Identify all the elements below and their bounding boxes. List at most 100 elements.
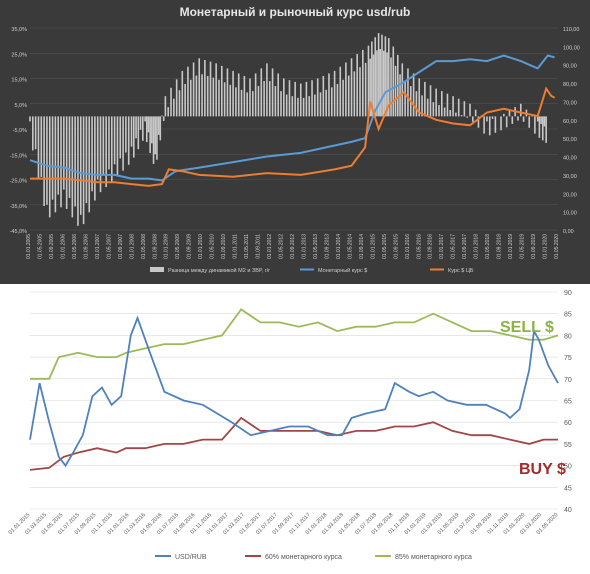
bar xyxy=(511,116,514,124)
y-left-tick-label: -35,0% xyxy=(10,204,28,210)
x-tick-label: 01.01.2008 xyxy=(129,234,135,259)
bar xyxy=(204,59,206,117)
bar xyxy=(105,116,107,188)
bottom-chart: 90 85 80 75 70 65 60 55 50 45 40 01.01.2015 01.03.20… xyxy=(0,284,590,569)
bar xyxy=(99,116,102,193)
bar xyxy=(252,91,254,117)
x-tick-label: 01.05.2017 xyxy=(451,234,457,259)
bar xyxy=(302,97,305,117)
bar xyxy=(374,37,377,117)
bar xyxy=(189,79,192,117)
bar xyxy=(299,83,302,117)
bar xyxy=(181,70,184,117)
bar xyxy=(438,105,440,117)
bar xyxy=(82,116,85,225)
bar xyxy=(147,116,150,133)
bar xyxy=(79,116,82,215)
bar xyxy=(240,89,243,117)
x-tick-label: 01.05.2018 xyxy=(485,234,491,259)
y-right-tick-label: 85 xyxy=(564,312,572,319)
bar xyxy=(157,116,160,135)
bar xyxy=(116,116,119,177)
x-tick-label: 01.05.2014 xyxy=(347,234,353,259)
y-right-tick-label: 50,00 xyxy=(563,137,577,143)
bar xyxy=(257,86,260,117)
bar xyxy=(137,116,140,150)
x-tick-label: 01.09.2010 xyxy=(221,234,227,259)
series-line-cbr xyxy=(30,86,556,187)
bar xyxy=(113,116,116,165)
bar xyxy=(178,90,181,117)
bar xyxy=(274,86,277,117)
x-tick-label: 01.09.2011 xyxy=(256,234,262,259)
bar xyxy=(132,116,135,158)
bar xyxy=(198,58,201,117)
y-right-tick-label: 60 xyxy=(564,420,572,427)
x-tick-label: 01.01.2005 xyxy=(26,234,32,259)
series-line-monetary xyxy=(29,54,555,182)
bar xyxy=(418,78,421,117)
bar xyxy=(415,91,418,117)
bar xyxy=(540,116,542,124)
x-tick-label: 01.09.2019 xyxy=(531,234,537,259)
bar xyxy=(452,96,454,117)
bar xyxy=(125,116,127,153)
bar xyxy=(139,116,142,130)
bar xyxy=(268,81,271,117)
bar xyxy=(192,62,195,117)
series-line-usdrub xyxy=(29,315,559,468)
bar xyxy=(151,116,153,144)
y-right-tick-label: 110,00 xyxy=(563,27,579,33)
bar xyxy=(517,116,519,121)
bar xyxy=(294,81,296,117)
bar xyxy=(94,116,96,201)
y-right-tick-label: 80,00 xyxy=(563,82,577,88)
bar xyxy=(379,49,382,117)
bar xyxy=(440,91,443,117)
bar xyxy=(161,115,163,117)
bar xyxy=(149,116,151,153)
bar xyxy=(500,116,502,131)
bar xyxy=(40,116,43,177)
bar xyxy=(384,36,387,117)
y-left-tick-label: -5,0% xyxy=(13,128,27,134)
x-tick-label: 01.09.2013 xyxy=(324,234,330,259)
bar xyxy=(401,63,404,117)
y-right-tick-label: 75 xyxy=(564,355,572,362)
bar xyxy=(291,96,294,117)
x-tick-label: 01.05.2013 xyxy=(313,234,319,259)
bar xyxy=(46,116,48,205)
x-tick-label: 01.01.2019 xyxy=(508,234,514,259)
y-right-tick-label: 40,00 xyxy=(563,156,577,162)
bar xyxy=(350,58,353,117)
bar xyxy=(538,116,541,138)
bar xyxy=(77,116,79,226)
x-tick-label: 01.09.2014 xyxy=(359,234,365,259)
legend-label: 60% монетарного курса xyxy=(265,554,342,561)
bar xyxy=(237,73,240,117)
y-left-tick-label: 15,0% xyxy=(11,78,27,84)
y-right-tick-label: 55 xyxy=(564,442,572,449)
x-tick-label: 01.01.2015 xyxy=(370,234,376,259)
y-right-tick-label: 65 xyxy=(564,399,572,406)
bar xyxy=(486,116,488,122)
x-tick-label: 01.05.2020 xyxy=(554,234,560,259)
x-tick-label: 01.01.2011 xyxy=(233,234,239,259)
x-tick-label: 01.09.2008 xyxy=(152,234,158,259)
bar xyxy=(51,116,54,200)
bar xyxy=(463,101,466,117)
x-tick-label: 01.05.2008 xyxy=(141,234,147,259)
y-right-tick-label: 70 xyxy=(564,377,572,384)
bar xyxy=(372,54,375,117)
bar xyxy=(469,103,471,117)
y-right-tick-label: 10,00 xyxy=(563,211,577,217)
x-tick-label: 01.01.2006 xyxy=(60,234,66,259)
bar xyxy=(367,45,370,117)
bar xyxy=(263,81,265,117)
bar xyxy=(314,94,316,117)
bar xyxy=(254,73,257,117)
y-right-tick-label: 70,00 xyxy=(563,100,577,106)
bar xyxy=(297,97,299,117)
x-tick-label: 01.09.2005 xyxy=(49,234,55,259)
bar xyxy=(364,62,367,117)
